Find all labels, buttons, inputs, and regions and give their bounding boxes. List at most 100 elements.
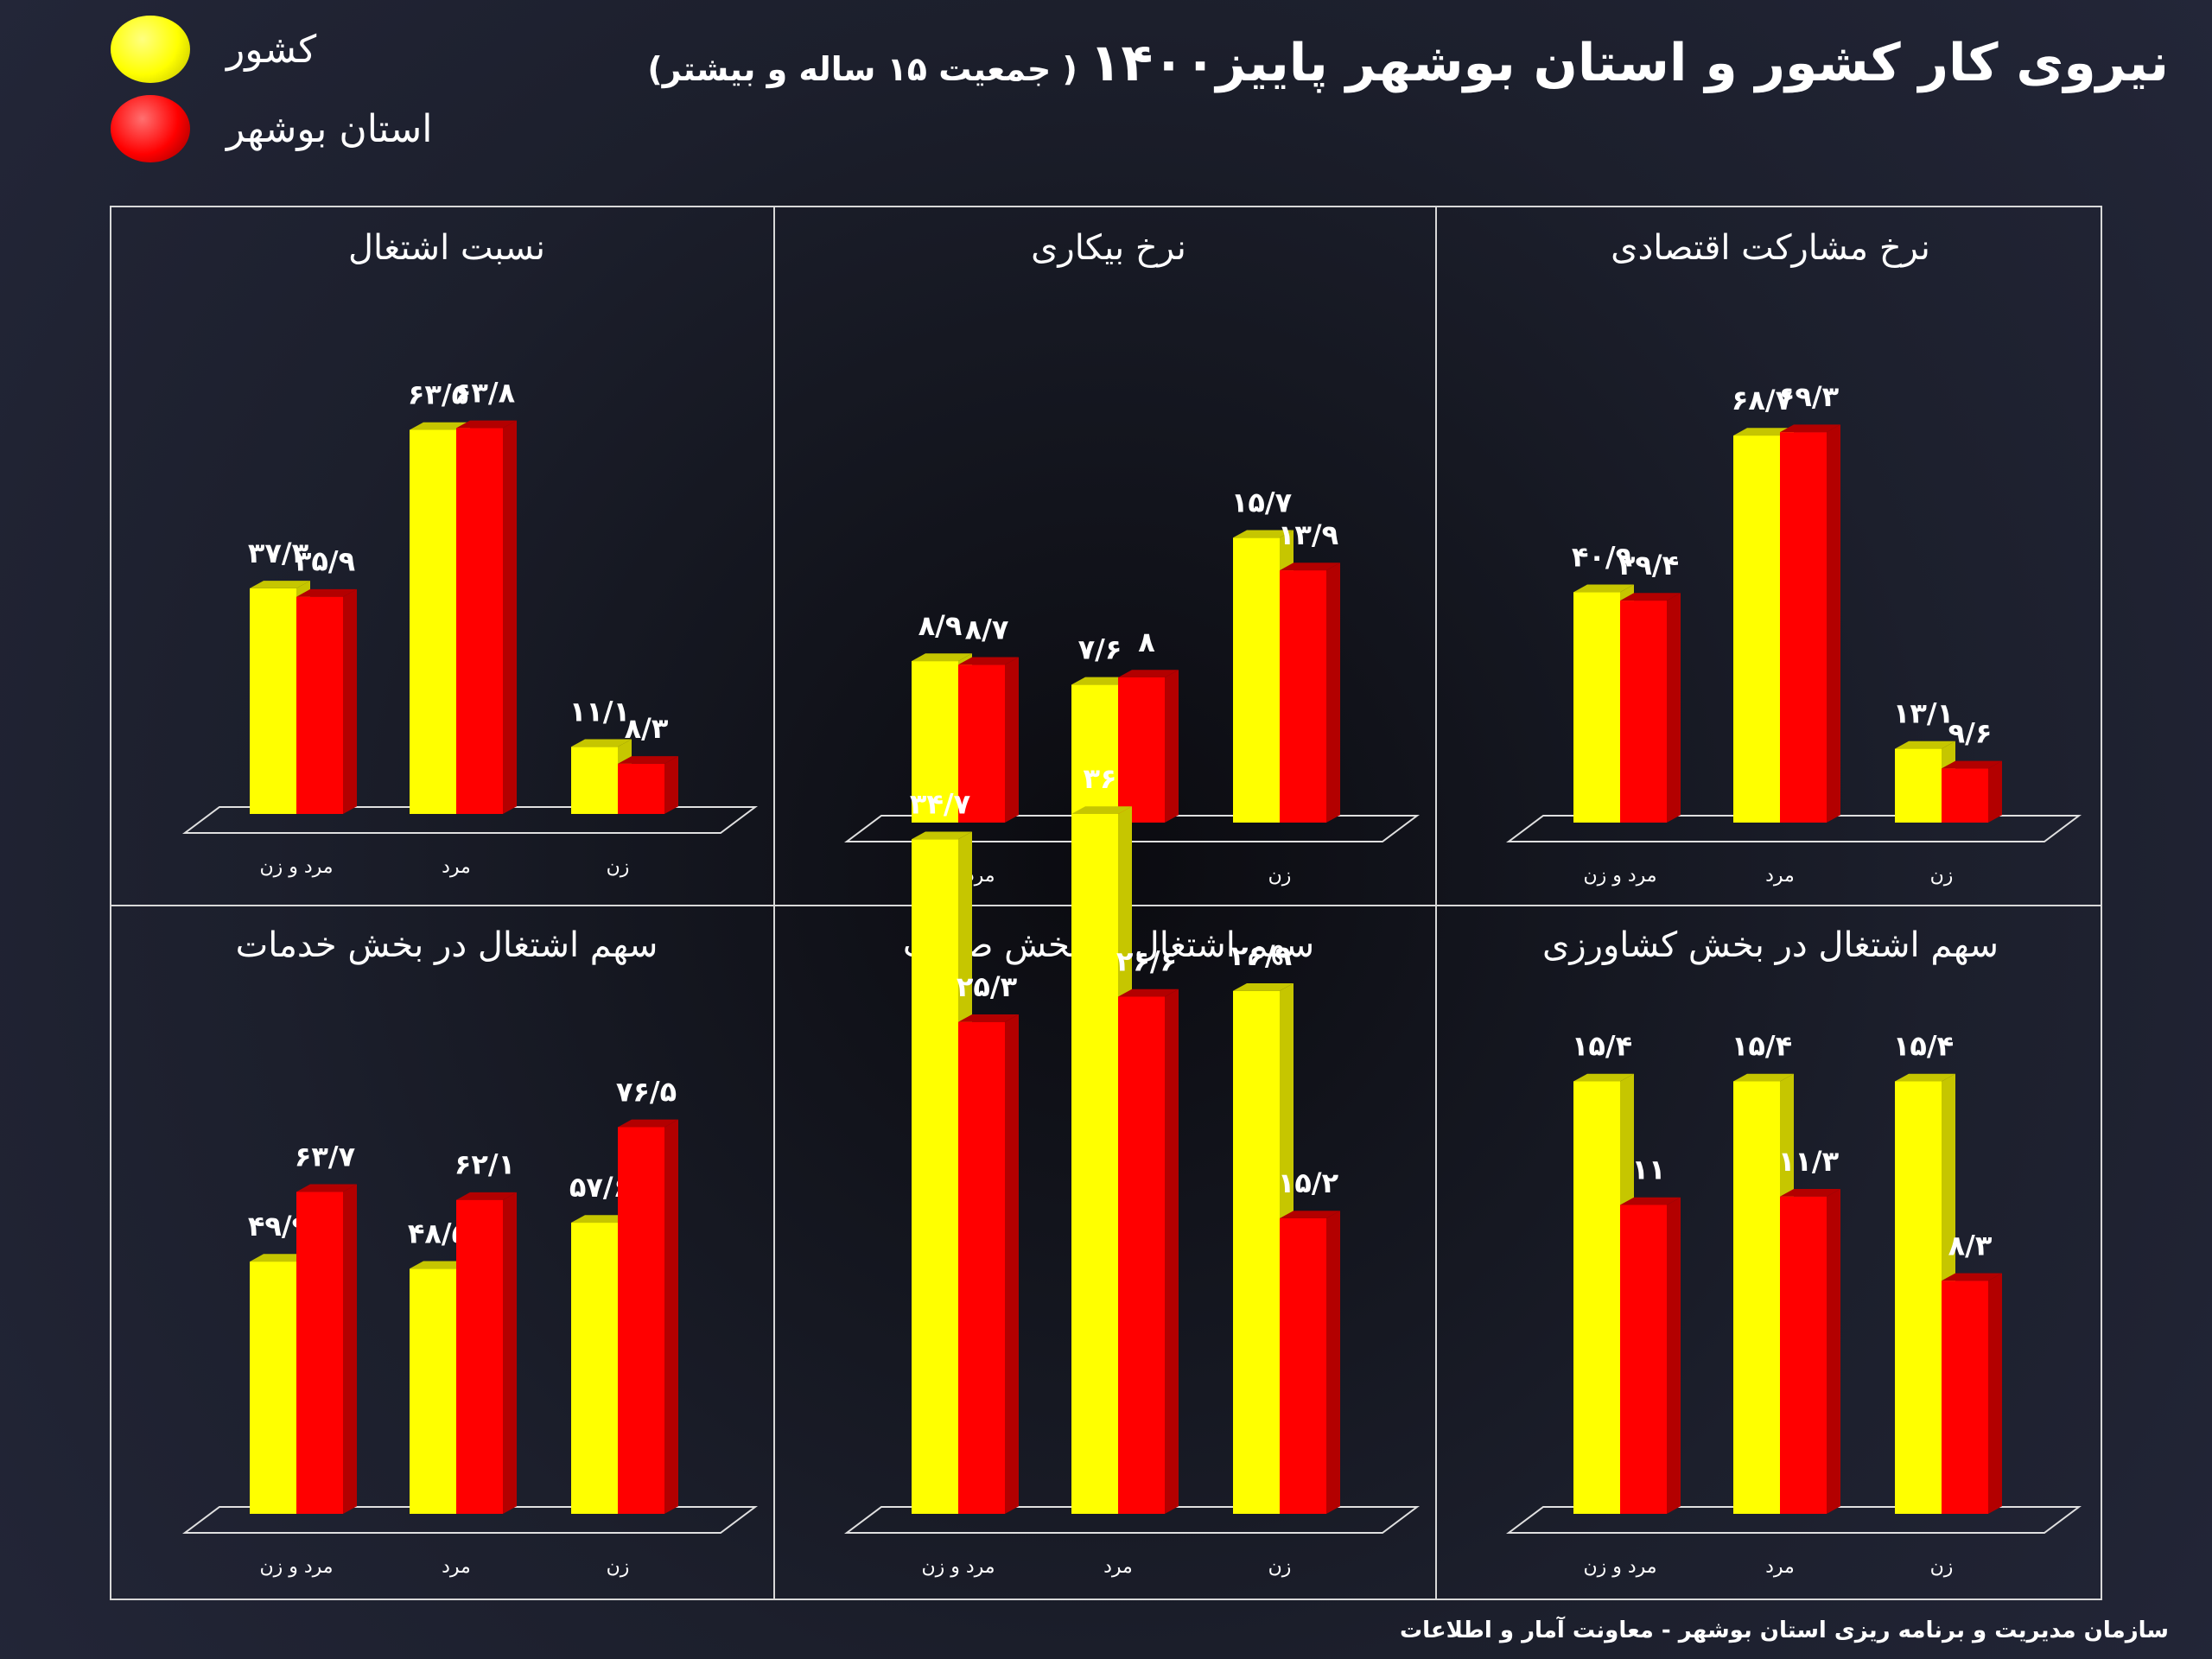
bar-province-all [958, 1014, 1019, 1514]
bar-side [503, 1192, 517, 1514]
bar-front [912, 839, 958, 1514]
bar-province-male [1118, 988, 1179, 1514]
bar-province-all [296, 1184, 357, 1514]
bar-side [664, 1119, 678, 1514]
data-label-province-female: ۸/۳ [625, 712, 669, 745]
category-label-female: زن [1930, 865, 1954, 887]
bar-front [1280, 570, 1326, 823]
chart-title: نسبت اشتغال [348, 228, 545, 268]
bar-side [1165, 988, 1179, 1514]
bar-province-female [1942, 760, 2002, 823]
bar-top [958, 1014, 1019, 1022]
bar-front [1942, 1281, 1988, 1514]
data-label-country-male: ۶۸/۷ [1732, 384, 1793, 416]
data-label-province-all: ۳۵/۹ [295, 545, 355, 578]
chart-services-share: سهم اشتغال در بخش خدمات ۴۹/۹ ۶۳/۷ مرد و زن ۴… [116, 905, 778, 1600]
chart-svg: سهم اشتغال در بخش کشاورزی ۱۵/۴ ۱۱ مرد و زن ۱… [1506, 925, 2082, 1578]
bar-side [503, 420, 517, 814]
bar-front [1118, 996, 1165, 1514]
bar-front [958, 664, 1005, 823]
bar-top [1733, 428, 1794, 436]
bar-top [912, 831, 972, 840]
category-label-male: مرد [442, 1556, 471, 1578]
bar-side [1326, 1211, 1340, 1514]
data-label-country-female: ۱۵/۷ [1231, 486, 1293, 518]
data-label-province-all: ۶۳/۷ [295, 1140, 356, 1173]
bar-top [958, 657, 1019, 665]
data-label-province-male: ۱۱/۳ [1778, 1145, 1840, 1178]
bar-top [456, 1192, 517, 1200]
bar-top [250, 1254, 310, 1262]
bar-front [296, 596, 343, 814]
bar-top [410, 422, 470, 430]
chart-floor [182, 1506, 758, 1534]
category-label-all: مرد و زن [1583, 865, 1656, 887]
data-label-country-female: ۱۵/۴ [1893, 1030, 1954, 1063]
data-label-province-all: ۸/۷ [965, 613, 1009, 645]
bar-top [1233, 530, 1294, 538]
legend-swatch-province [111, 95, 190, 162]
data-label-country-male: ۳۶ [1083, 762, 1116, 795]
bar-front [250, 1262, 296, 1514]
bar-front [1620, 1205, 1667, 1514]
data-label-province-male: ۶۹/۳ [1778, 380, 1840, 413]
bar-front [1620, 601, 1667, 823]
bar-front [1573, 592, 1620, 823]
bar-top [456, 420, 517, 429]
chart-floor [844, 815, 1420, 842]
bar-side [1326, 563, 1340, 823]
bar-top [410, 1261, 470, 1269]
bar-front [410, 429, 456, 814]
bar-front [456, 428, 503, 814]
bar-front [618, 1127, 664, 1514]
bar-front [1071, 684, 1118, 823]
bar-front [1942, 768, 1988, 823]
chart-participation-rate: نرخ مشارکت اقتصادی ۴۰/۹ ۳۹/۴ مرد و زن ۶۸/۷ ۶۹… [1440, 207, 2101, 903]
bar-side [1827, 1188, 1840, 1514]
chart-floor [182, 806, 758, 834]
bar-front [1780, 432, 1827, 823]
chart-agriculture-share: سهم اشتغال در بخش کشاورزی ۱۵/۴ ۱۱ مرد و زن ۱… [1440, 905, 2101, 1600]
legend-item-country: کشور [111, 16, 316, 83]
data-label-province-all: ۳۹/۴ [1618, 549, 1679, 582]
bar-front [1733, 1081, 1780, 1514]
data-label-province-all: ۱۱ [1631, 1154, 1665, 1186]
bar-top [1233, 982, 1294, 991]
chart-floor [1506, 1506, 2082, 1534]
category-label-all: مرد و زن [259, 856, 333, 878]
data-label-country-female: ۱۱/۱ [569, 695, 630, 728]
bar-top [1895, 1073, 1955, 1082]
bar-top [250, 581, 310, 588]
bar-top [1118, 988, 1179, 997]
grid-divider-left [773, 207, 775, 1599]
bar-front [1573, 1081, 1620, 1514]
data-label-province-male: ۲۶/۶ [1116, 945, 1177, 978]
bar-top [571, 739, 632, 747]
bar-side [343, 1184, 357, 1514]
data-label-country-male: ۶۳/۵ [408, 378, 468, 411]
bar-front [1071, 814, 1118, 1514]
page-title: نیروی کار کشور و استان بوشهر پاییز۱۴۰۰ ( … [647, 33, 2169, 93]
bar-front [1233, 537, 1280, 823]
bar-province-all [1620, 1197, 1681, 1514]
bar-front [296, 1192, 343, 1514]
legend-swatch-country [111, 16, 190, 83]
bar-side [664, 756, 678, 814]
bar-front [456, 1199, 503, 1514]
bar-province-female [618, 756, 678, 814]
bar-front [1895, 748, 1942, 823]
bar-top [1573, 1073, 1634, 1082]
bar-top [571, 1215, 632, 1224]
bar-side [1988, 1273, 2002, 1514]
bar-top [1280, 1211, 1340, 1218]
bar-province-male [1118, 670, 1179, 823]
bar-province-male [1780, 1188, 1840, 1514]
bar-top [1620, 1197, 1681, 1205]
bar-top [1780, 424, 1840, 433]
bar-top [618, 756, 678, 764]
bar-front [571, 747, 618, 814]
bar-front [618, 763, 664, 814]
